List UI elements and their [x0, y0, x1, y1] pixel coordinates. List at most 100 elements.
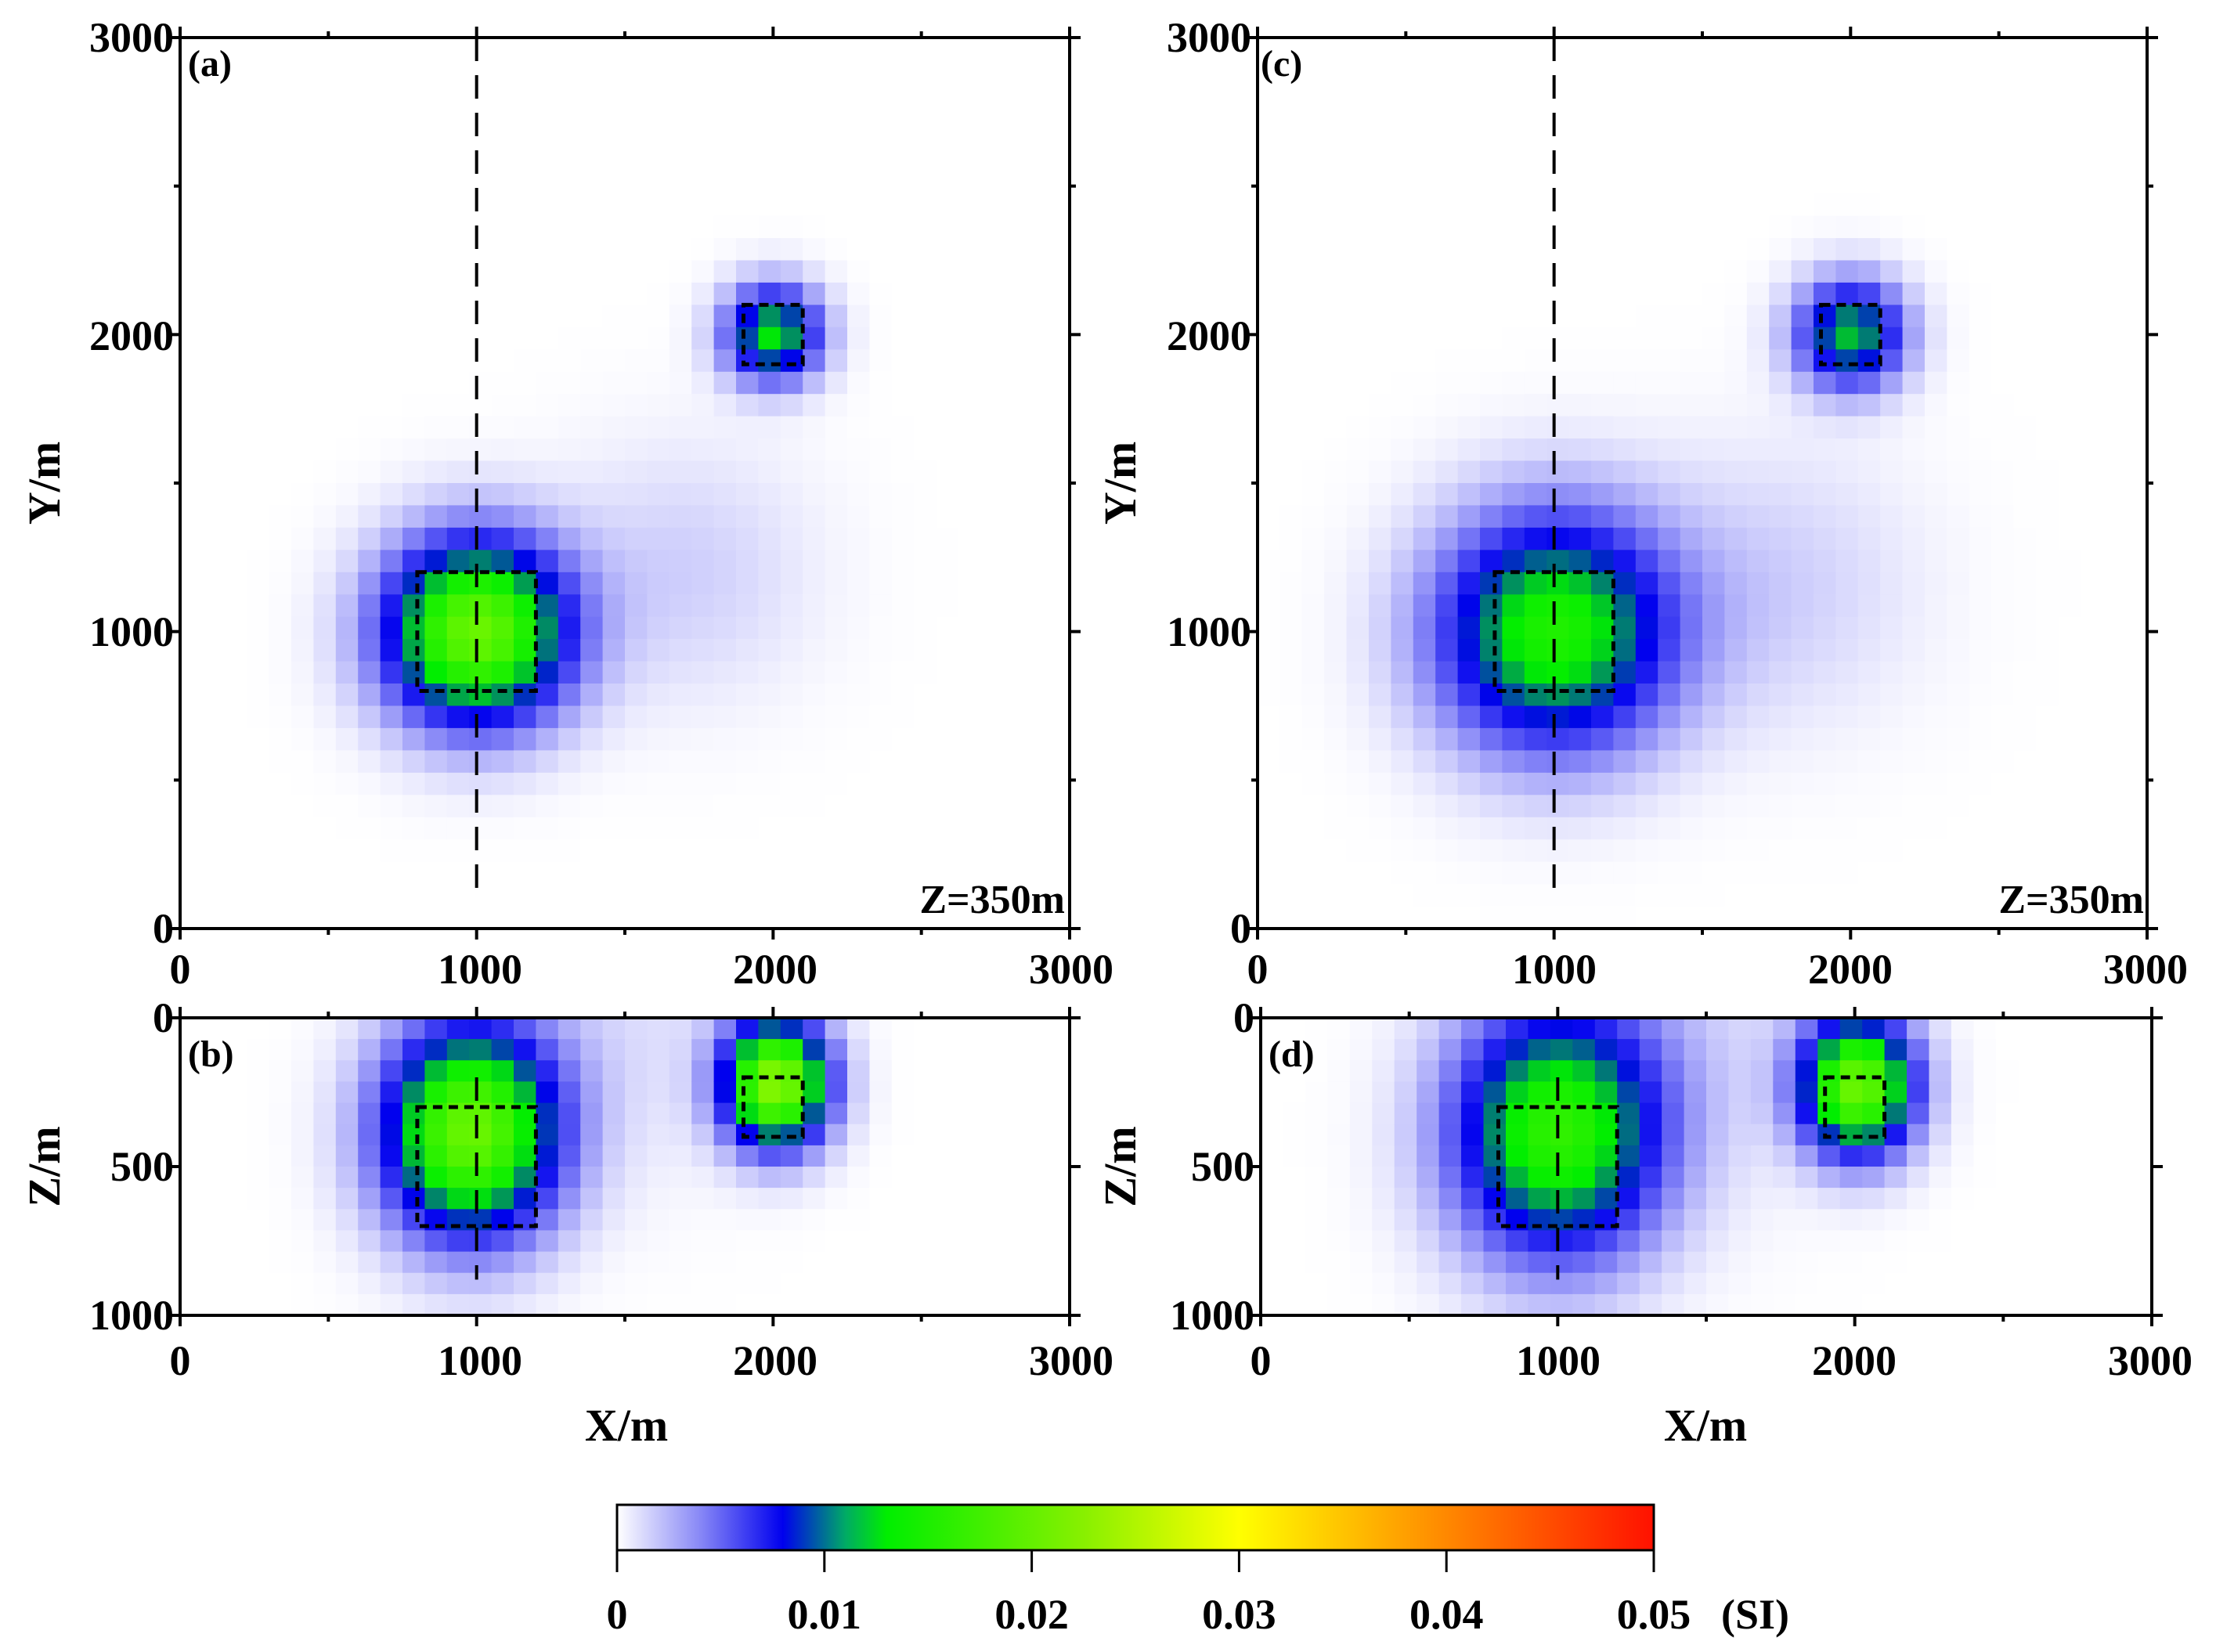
heatmap-cell: [1324, 104, 1348, 128]
heatmap-cell: [758, 1018, 781, 1040]
heatmap-cell: [1902, 772, 1925, 795]
heatmap-cell: [958, 149, 981, 172]
heatmap-cell: [180, 772, 203, 795]
heatmap-cell: [1746, 416, 1770, 439]
heatmap-cell: [914, 1209, 937, 1231]
heatmap-cell: [469, 1081, 493, 1104]
heatmap-cell: [514, 772, 536, 795]
heatmap-cell: [491, 38, 514, 61]
heatmap-cell: [202, 1060, 226, 1082]
heatmap-cell: [1773, 1293, 1796, 1316]
heatmap-cell: [402, 1060, 425, 1082]
heatmap-cell: [1301, 60, 1325, 83]
heatmap-cell: [803, 483, 826, 507]
heatmap-cell: [514, 1167, 536, 1189]
heatmap-cell: [825, 795, 848, 818]
heatmap-cell: [536, 1188, 559, 1210]
heatmap-cell: [1346, 282, 1370, 305]
heatmap-cell: [1435, 906, 1459, 929]
heatmap-cell: [825, 839, 848, 863]
heatmap-cell: [1047, 171, 1070, 194]
heatmap-cell: [1346, 594, 1370, 618]
heatmap-cell: [1591, 104, 1614, 128]
heatmap-cell: [803, 60, 826, 83]
heatmap-cell: [713, 861, 737, 885]
heatmap-cell: [1550, 1293, 1573, 1316]
heatmap-cell: [825, 550, 848, 573]
heatmap-cell: [1684, 1251, 1707, 1274]
heatmap-cell: [2036, 126, 2059, 150]
heatmap-cell: [446, 550, 470, 573]
heatmap-cell: [558, 527, 581, 550]
heatmap-cell: [1951, 1102, 1974, 1125]
heatmap-cell: [446, 684, 470, 707]
heatmap-cell: [402, 260, 425, 283]
heatmap-cell: [1483, 1230, 1507, 1253]
heatmap-cell: [1947, 795, 1970, 818]
heatmap-cell: [1814, 193, 1836, 217]
heatmap-cell: [1702, 639, 1725, 662]
heatmap-cell: [936, 527, 959, 550]
heatmap-cell: [1880, 81, 1904, 105]
heatmap-cell: [1635, 104, 1658, 128]
heatmap-cell: [669, 861, 692, 885]
heatmap-cell: [736, 795, 759, 818]
heatmap-cell: [1880, 460, 1904, 484]
heatmap-cell: [269, 371, 292, 395]
heatmap-cell: [869, 527, 893, 550]
heatmap-cell: [1591, 861, 1614, 885]
heatmap-cell: [247, 550, 270, 573]
heatmap-cell: [291, 684, 314, 707]
heatmap-cell: [1617, 1251, 1640, 1274]
heatmap-cell: [1702, 438, 1725, 462]
heatmap-cell: [1880, 594, 1904, 618]
heatmap-cell: [380, 1272, 403, 1295]
heatmap-cell: [1413, 684, 1436, 707]
heatmap-cell: [2040, 1060, 2063, 1082]
heatmap-cell: [1457, 193, 1481, 217]
heatmap-cell: [1769, 505, 1792, 528]
heatmap-cell: [1880, 149, 1904, 172]
heatmap-cell: [1591, 572, 1614, 595]
heatmap-cell: [202, 727, 226, 751]
heatmap-cell: [825, 260, 848, 283]
heatmap-cell: [1524, 639, 1547, 662]
heatmap-cell: [1773, 1060, 1796, 1082]
heatmap-cell: [1750, 1209, 1774, 1231]
heatmap-cell: [2124, 60, 2148, 83]
heatmap-cell: [202, 60, 226, 83]
heatmap-cell: [1457, 839, 1481, 863]
heatmap-cell: [980, 906, 1004, 929]
heatmap-cell: [1394, 1102, 1417, 1125]
heatmap-cell: [1480, 171, 1503, 194]
heatmap-cell: [1417, 1018, 1440, 1040]
heatmap-cell: [1502, 727, 1525, 751]
heatmap-cell: [358, 1272, 381, 1295]
heatmap-cell: [491, 104, 514, 128]
heatmap-cell: [558, 684, 581, 707]
heatmap-cell: [202, 238, 226, 262]
heatmap-cell: [1902, 839, 1925, 863]
heatmap-cell: [1506, 1018, 1529, 1040]
heatmap-cell: [1680, 126, 1703, 150]
heatmap-cell: [1835, 705, 1859, 729]
heatmap-cell: [1902, 238, 1925, 262]
heatmap-cell: [1324, 616, 1348, 640]
heatmap-cell: [980, 616, 1004, 640]
heatmap-cell: [758, 684, 781, 707]
heatmap-cell: [469, 126, 493, 150]
heatmap-cell: [647, 505, 670, 528]
heatmap-cell: [1025, 750, 1048, 774]
heatmap-cell: [1502, 661, 1525, 684]
heatmap-cell: [869, 438, 893, 462]
heatmap-cell: [1457, 661, 1481, 684]
heatmap-cell: [380, 1060, 403, 1082]
heatmap-cell: [424, 1124, 448, 1146]
heatmap-cell: [269, 215, 292, 239]
heatmap-cell: [1662, 1251, 1685, 1274]
heatmap-cell: [1301, 550, 1325, 573]
heatmap-cell: [647, 861, 670, 885]
heatmap-cell: [1391, 483, 1414, 507]
heatmap-cell: [2036, 349, 2059, 373]
heatmap-cell: [446, 60, 470, 83]
